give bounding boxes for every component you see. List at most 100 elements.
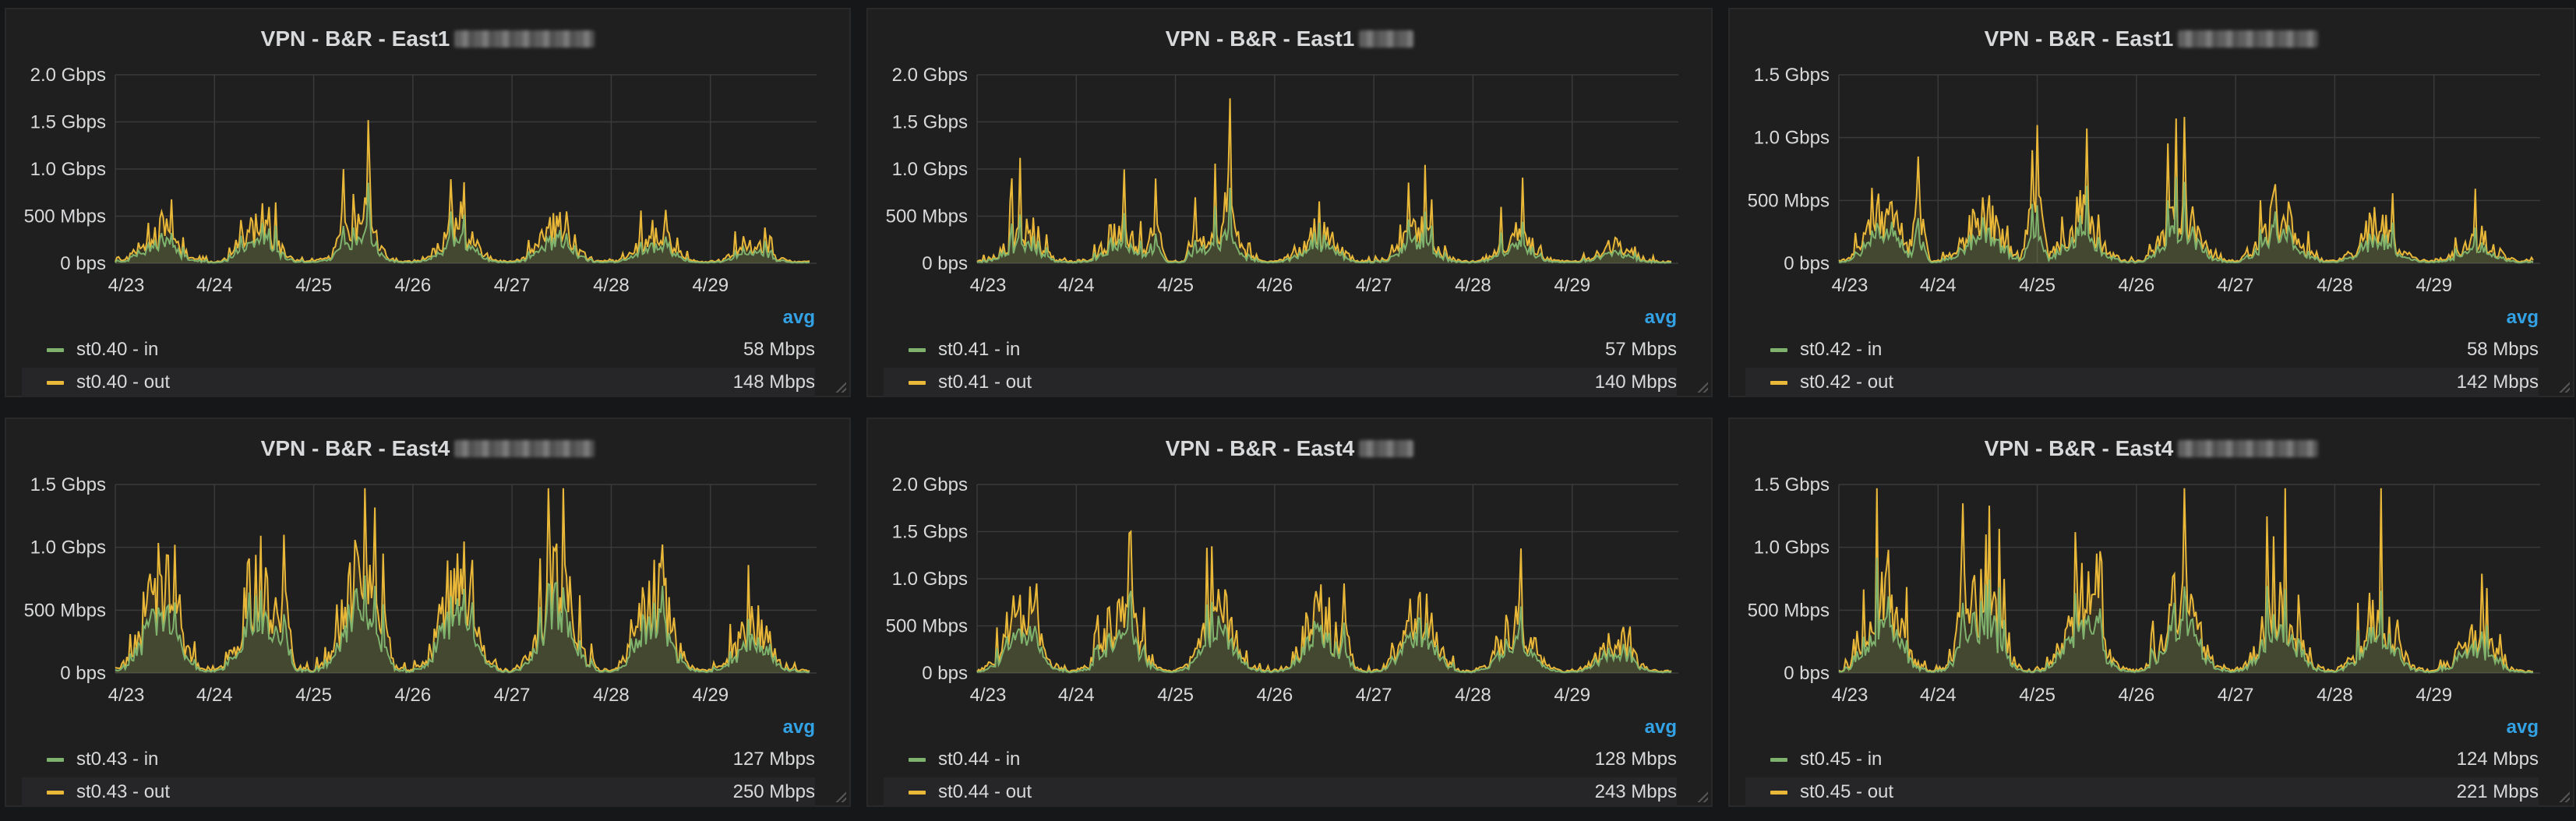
legend-avg-value: 148 Mbps (732, 372, 815, 393)
legend-swatch[interactable] (909, 348, 926, 352)
panel-resize-handle-icon[interactable] (1696, 790, 1708, 802)
panel-resize-handle-icon[interactable] (834, 790, 846, 802)
legend-series-name[interactable]: st0.41 - out (938, 372, 1032, 393)
x-tick-label: 4/27 (494, 275, 531, 296)
series-in-line[interactable] (115, 182, 810, 264)
legend-column-avg[interactable]: avg (782, 717, 815, 738)
line-chart[interactable]: 0 bps 500 Mbps 1.0 Gbps 1.5 Gbps 2.0 Gbps 4/2… (868, 56, 1711, 296)
panel-title[interactable]: VPN - B&R - East4 (868, 436, 1711, 461)
legend-series-name[interactable]: st0.43 - out (76, 781, 171, 802)
legend-item[interactable]: st0.42 - in 58 Mbps (1745, 335, 2539, 365)
series-out-line[interactable] (115, 488, 810, 674)
panel-title[interactable]: VPN - B&R - East4 (1730, 436, 2573, 461)
legend-swatch[interactable] (1770, 348, 1787, 352)
legend-swatch[interactable] (47, 791, 64, 795)
legend-item[interactable]: st0.40 - out 148 Mbps (22, 368, 815, 397)
x-tick-label: 4/26 (394, 685, 431, 706)
panel-title-text: VPN - B&R - East4 (260, 436, 450, 460)
graph-panel[interactable]: VPN - B&R - East4 0 bps 500 Mbps 1.0 Gbps 1.… (1728, 418, 2574, 807)
x-tick-label: 4/27 (2218, 685, 2254, 706)
line-chart[interactable]: 0 bps 500 Mbps 1.0 Gbps 1.5 Gbps 4/23 4/24 4/2… (1730, 56, 2573, 296)
legend-item[interactable]: st0.45 - out 221 Mbps (1745, 777, 2539, 807)
graph-panel[interactable]: VPN - B&R - East1 0 bps 500 Mbps 1.0 Gbps 1.… (1728, 8, 2574, 397)
legend-swatch[interactable] (1770, 758, 1787, 762)
panel-resize-handle-icon[interactable] (1696, 380, 1708, 393)
legend-swatch[interactable] (909, 791, 926, 795)
y-tick-label: 500 Mbps (24, 206, 106, 227)
x-tick-label: 4/28 (593, 685, 630, 706)
legend-series-name[interactable]: st0.40 - out (76, 372, 171, 393)
legend-series-name[interactable]: st0.45 - in (1800, 749, 1883, 770)
legend-column-avg[interactable]: avg (2506, 717, 2539, 738)
panel-resize-handle-icon[interactable] (2557, 380, 2570, 393)
legend-swatch[interactable] (909, 758, 926, 762)
legend-column-avg[interactable]: avg (2506, 307, 2539, 328)
y-tick-label: 1.5 Gbps (30, 112, 106, 133)
x-tick-label: 4/27 (494, 685, 531, 706)
x-tick-label: 4/26 (394, 275, 431, 296)
x-tick-label: 4/24 (196, 275, 233, 296)
graph-panel[interactable]: VPN - B&R - East1 0 bps 500 Mbps 1.0 Gbps 1.… (866, 8, 1713, 397)
panel-title-text: VPN - B&R - East4 (1165, 436, 1355, 460)
redacted-host-label (2178, 440, 2319, 457)
line-chart[interactable]: 0 bps 500 Mbps 1.0 Gbps 1.5 Gbps 2.0 Gbps 4/2… (6, 56, 849, 296)
y-tick-label: 2.0 Gbps (892, 65, 968, 86)
legend-item[interactable]: st0.43 - out 250 Mbps (22, 777, 815, 807)
legend-item[interactable]: st0.44 - in 128 Mbps (884, 745, 1677, 774)
panel-resize-handle-icon[interactable] (834, 380, 846, 393)
legend-item[interactable]: st0.45 - in 124 Mbps (1745, 745, 2539, 774)
legend-avg-value: 58 Mbps (2466, 339, 2539, 360)
legend-series-name[interactable]: st0.44 - out (938, 781, 1032, 802)
series-in-line[interactable] (976, 188, 1672, 264)
legend-series-name[interactable]: st0.42 - in (1800, 339, 1883, 360)
panel-title[interactable]: VPN - B&R - East4 (6, 436, 849, 461)
legend-swatch[interactable] (909, 381, 926, 385)
legend-avg-value: 221 Mbps (2456, 781, 2539, 802)
x-tick-label: 4/24 (1920, 275, 1957, 296)
series-out-line[interactable] (1838, 117, 2534, 264)
panel-resize-handle-icon[interactable] (2557, 790, 2570, 802)
legend-item[interactable]: st0.40 - in 58 Mbps (22, 335, 815, 365)
legend-item[interactable]: st0.44 - out 243 Mbps (884, 777, 1677, 807)
legend-swatch[interactable] (47, 758, 64, 762)
legend-item[interactable]: st0.41 - in 57 Mbps (884, 335, 1677, 365)
line-chart[interactable]: 0 bps 500 Mbps 1.0 Gbps 1.5 Gbps 2.0 Gbps 4/2… (868, 466, 1711, 706)
line-chart[interactable]: 0 bps 500 Mbps 1.0 Gbps 1.5 Gbps 4/23 4/24 4/2… (1730, 466, 2573, 706)
series-in-line[interactable] (115, 575, 810, 674)
graph-panel[interactable]: VPN - B&R - East4 0 bps 500 Mbps 1.0 Gbps 1.… (5, 418, 851, 807)
legend-column-avg[interactable]: avg (1644, 307, 1677, 328)
series-out-line[interactable] (1838, 488, 2534, 674)
series-in-area (115, 575, 810, 673)
x-tick-label: 4/27 (1356, 275, 1392, 296)
legend-column-avg[interactable]: avg (782, 307, 815, 328)
legend-item[interactable]: st0.41 - out 140 Mbps (884, 368, 1677, 397)
x-tick-label: 4/28 (2317, 275, 2353, 296)
graph-panel[interactable]: VPN - B&R - East1 0 bps 500 Mbps 1.0 Gbps 1.… (5, 8, 851, 397)
series-in-line[interactable] (1838, 177, 2534, 264)
legend-swatch[interactable] (47, 348, 64, 352)
legend-avg-value: 127 Mbps (732, 749, 815, 770)
legend-item[interactable]: st0.43 - in 127 Mbps (22, 745, 815, 774)
series-in-line[interactable] (976, 590, 1672, 674)
panel-title[interactable]: VPN - B&R - East1 (1730, 26, 2573, 51)
legend-swatch[interactable] (1770, 791, 1787, 795)
series-in-line[interactable] (1838, 557, 2534, 674)
y-tick-label: 500 Mbps (1748, 600, 1830, 621)
legend-swatch[interactable] (1770, 381, 1787, 385)
legend-column-avg[interactable]: avg (1644, 717, 1677, 738)
panel-title[interactable]: VPN - B&R - East1 (868, 26, 1711, 51)
line-chart[interactable]: 0 bps 500 Mbps 1.0 Gbps 1.5 Gbps 4/23 4/24 4/2… (6, 466, 849, 706)
legend-series-name[interactable]: st0.44 - in (938, 749, 1021, 770)
x-tick-label: 4/26 (2118, 685, 2154, 706)
legend-series-name[interactable]: st0.41 - in (938, 339, 1021, 360)
panel-title[interactable]: VPN - B&R - East1 (6, 26, 849, 51)
legend-item[interactable]: st0.42 - out 142 Mbps (1745, 368, 2539, 397)
legend-swatch[interactable] (47, 381, 64, 385)
legend-series-name[interactable]: st0.43 - in (76, 749, 159, 770)
legend-series-name[interactable]: st0.45 - out (1800, 781, 1894, 802)
legend-series-name[interactable]: st0.40 - in (76, 339, 159, 360)
legend-series-name[interactable]: st0.42 - out (1800, 372, 1894, 393)
series-out-line[interactable] (115, 120, 810, 264)
graph-panel[interactable]: VPN - B&R - East4 0 bps 500 Mbps 1.0 Gbps 1.… (866, 418, 1713, 807)
